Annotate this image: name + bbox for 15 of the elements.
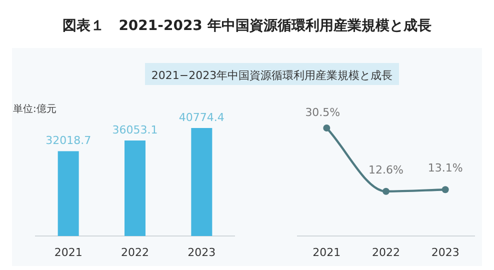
data-label: 40774.4 (178, 111, 224, 124)
x-tick-label: 2023 (188, 246, 216, 259)
text: 2021−2023年中国資源循環利用産業規模と成長 (151, 69, 393, 82)
data-label: 36053.1 (112, 124, 158, 137)
data-label: 13.1% (428, 162, 463, 175)
y-axis-title: 単位:億元 (13, 103, 56, 115)
x-tick-label: 2023 (431, 246, 460, 259)
data-label: 32018.7 (46, 134, 92, 148)
x-tick-label: 2022 (372, 246, 400, 259)
x-tick-label: 2022 (121, 246, 149, 259)
x-tick-label: 2021 (54, 246, 82, 259)
data-label: 12.6% (368, 163, 404, 176)
x-tick-label: 2021 (312, 246, 341, 259)
chart-title: 図表１ 2021-2023 年中国資源循環利用産業規模と成長 (62, 17, 432, 34)
data-label: 30.5% (305, 106, 340, 119)
